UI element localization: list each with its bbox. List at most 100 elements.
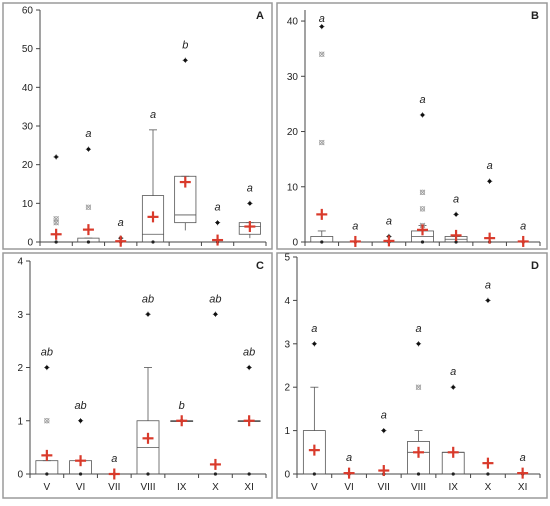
significance-letter: a <box>150 109 156 121</box>
panel-d: D 0 1 2 3 4 5 V VI VII VIII IX X XI a a a a a a a <box>276 252 548 499</box>
significance-letter: a <box>215 202 221 214</box>
x-tick-label: IX <box>177 482 187 493</box>
extreme-marker <box>487 178 493 184</box>
significance-letter: b <box>182 39 188 51</box>
y-tick-label: 60 <box>22 6 34 17</box>
extreme-marker <box>415 341 422 347</box>
significance-letter: a <box>346 452 352 464</box>
extreme-marker <box>311 341 317 347</box>
outlier-marker <box>419 189 426 196</box>
panel-b: B 0 10 20 30 40 a a a a a a a <box>276 2 548 250</box>
significance-letter: a <box>419 94 425 106</box>
outlier-marker <box>319 51 325 57</box>
outlier-circle <box>44 418 50 424</box>
zero-point <box>151 240 155 244</box>
outlier-cross <box>419 189 426 196</box>
zero-point <box>451 472 455 476</box>
zero-point <box>54 240 58 244</box>
panel-label: B <box>531 10 539 22</box>
significance-letter: a <box>415 323 421 335</box>
extreme-marker <box>450 384 456 390</box>
outlier-circle <box>319 139 325 146</box>
extreme-marker <box>246 364 252 371</box>
significance-letter: a <box>386 215 392 227</box>
outlier-circle <box>419 206 426 212</box>
extreme-marker <box>53 154 59 160</box>
x-tick-label: X <box>485 482 492 493</box>
y-tick-label: 50 <box>22 44 34 55</box>
outlier-circle <box>85 204 92 210</box>
x-tick-label: X <box>212 482 219 493</box>
panel-frame <box>276 2 548 250</box>
y-tick-label: 40 <box>22 83 34 94</box>
y-tick-label: 2 <box>17 363 23 374</box>
significance-letter: a <box>311 323 317 335</box>
y-tick-label: 2 <box>284 383 290 394</box>
panel-frame <box>276 252 548 499</box>
significance-letter: a <box>111 453 117 465</box>
significance-letter: ab <box>209 293 221 305</box>
x-tick-label: VIII <box>411 482 426 493</box>
outlier-cross <box>44 417 50 424</box>
x-tick-label: XI <box>244 482 253 493</box>
significance-letter: a <box>520 452 526 464</box>
outlier-cross <box>85 204 92 210</box>
panel-a: A 0 10 20 30 40 50 60 a a a b a a <box>2 2 273 250</box>
y-tick-label: 40 <box>287 17 299 28</box>
y-tick-label: 3 <box>284 339 290 350</box>
x-tick-label: VII <box>378 482 390 493</box>
x-tick-label: V <box>44 482 51 493</box>
extreme-marker <box>247 200 253 206</box>
outlier-circle <box>53 216 59 222</box>
extreme-marker <box>453 211 459 217</box>
y-tick-label: 1 <box>17 416 23 427</box>
y-tick-label: 0 <box>292 238 298 249</box>
x-tick-label: XI <box>518 482 527 493</box>
zero-point <box>247 472 251 476</box>
y-tick-label: 1 <box>284 426 290 437</box>
extreme-marker <box>485 297 491 303</box>
panel-label: C <box>256 260 264 272</box>
outlier-marker <box>53 219 59 226</box>
y-tick-label: 4 <box>17 257 23 268</box>
y-tick-label: 30 <box>22 122 34 133</box>
outlier-circle <box>319 51 325 57</box>
zero-point <box>416 472 421 476</box>
outlier-marker <box>419 206 426 212</box>
zero-point <box>312 472 316 476</box>
zero-point <box>320 240 324 244</box>
significance-letter: a <box>485 279 491 291</box>
zero-point <box>86 240 91 244</box>
zero-point <box>213 472 218 476</box>
zero-point <box>420 240 425 244</box>
significance-letter: b <box>179 400 185 412</box>
extreme-marker <box>319 23 325 30</box>
significance-letter: a <box>247 182 253 194</box>
x-tick-label: VI <box>76 482 85 493</box>
zero-point <box>78 472 83 476</box>
x-tick-label: V <box>311 482 318 493</box>
outlier-marker <box>85 204 92 210</box>
outlier-cross <box>419 206 426 212</box>
outlier-marker <box>44 417 50 424</box>
box <box>174 175 197 224</box>
x-tick-label: VIII <box>140 482 155 493</box>
significance-letter: a <box>450 366 456 378</box>
significance-letter: a <box>118 217 124 229</box>
x-tick-label: IX <box>448 482 458 493</box>
extreme-marker <box>182 57 188 63</box>
outlier-marker <box>319 139 325 146</box>
significance-letter: a <box>453 193 459 205</box>
significance-letter: ab <box>243 347 255 359</box>
y-tick-label: 30 <box>287 72 299 83</box>
outlier-circle <box>415 384 422 390</box>
extreme-marker <box>212 311 219 317</box>
y-tick-label: 0 <box>17 470 23 481</box>
significance-letter: a <box>85 128 91 140</box>
significance-letter: ab <box>142 293 154 305</box>
significance-letter: a <box>520 220 526 232</box>
significance-letter: a <box>381 410 387 422</box>
y-tick-label: 20 <box>22 160 34 171</box>
extreme-marker <box>85 146 92 152</box>
